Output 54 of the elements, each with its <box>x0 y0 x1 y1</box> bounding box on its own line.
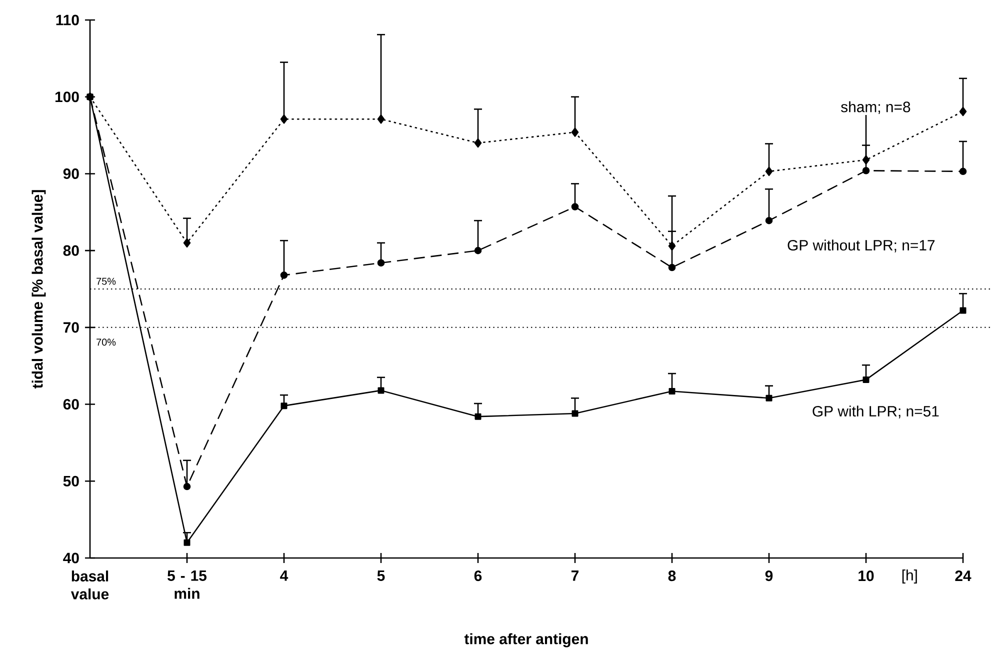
point <box>377 114 385 124</box>
ref-line-label: 75% <box>96 278 116 285</box>
point <box>183 238 191 248</box>
x-tick-label: 6 <box>474 570 482 582</box>
point <box>960 307 966 314</box>
point <box>959 106 967 116</box>
x-tick-label: 5 <box>377 570 385 581</box>
point <box>959 168 967 176</box>
point <box>474 138 482 148</box>
point <box>280 402 288 410</box>
series-label: sham; n=8 <box>841 101 910 114</box>
point <box>862 166 870 174</box>
point <box>183 482 191 490</box>
x-tick-label: 24 <box>955 570 972 581</box>
point <box>571 128 579 137</box>
series-label: GP without LPR; n=17 <box>788 240 935 252</box>
ref-line-label: 70% <box>96 338 116 346</box>
point <box>86 94 94 100</box>
y-tick-label: 110 <box>56 14 79 26</box>
series-label: GP with LPR; n=51 <box>812 406 939 418</box>
y-axis-title: tidal volume [% basal value] <box>32 190 46 388</box>
x-tick-label: 5 - 15 min <box>168 570 206 599</box>
y-tick-label: 60 <box>63 398 79 410</box>
point <box>474 413 482 420</box>
point <box>474 246 482 254</box>
y-tick-label: 80 <box>63 245 79 256</box>
point <box>184 539 190 546</box>
y-tick-label: 100 <box>55 92 79 102</box>
x-axis-title: time after antigen <box>464 633 588 648</box>
point <box>862 155 870 165</box>
point <box>765 166 773 176</box>
point <box>668 388 676 394</box>
x-tick-label: 4 <box>280 570 288 581</box>
point <box>280 114 288 124</box>
x-tick-label: 9 <box>765 570 773 582</box>
point <box>377 259 385 267</box>
x-tick-label: basal value <box>70 570 109 600</box>
y-tick-label: 70 <box>64 322 79 333</box>
y-tick-label: 50 <box>63 476 79 486</box>
point <box>378 387 384 394</box>
point <box>668 264 676 272</box>
point <box>765 216 773 224</box>
point <box>280 272 288 279</box>
x-tick-label: 10 <box>858 570 874 582</box>
x-tick-label: 8 <box>668 570 676 582</box>
point <box>862 376 870 383</box>
y-tick-label: 90 <box>63 168 79 179</box>
x-tick-label: 7 <box>571 570 579 581</box>
y-tick-label: 40 <box>63 552 79 564</box>
point <box>572 410 578 417</box>
point <box>668 241 676 251</box>
point <box>571 203 579 210</box>
point <box>766 394 772 402</box>
text: [h] <box>902 570 917 584</box>
